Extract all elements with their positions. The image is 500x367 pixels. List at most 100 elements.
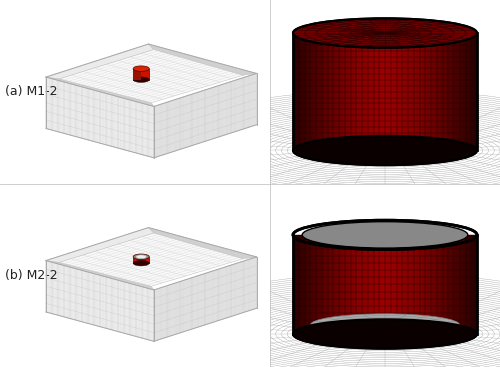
Bar: [422, 33, 425, 150]
Polygon shape: [60, 50, 243, 103]
Bar: [342, 33, 345, 150]
Bar: [296, 33, 299, 150]
Bar: [468, 33, 471, 150]
Bar: [452, 33, 456, 150]
Bar: [410, 235, 412, 334]
Bar: [471, 235, 474, 334]
Bar: [379, 33, 382, 150]
Ellipse shape: [293, 319, 477, 349]
Bar: [431, 235, 434, 334]
Bar: [308, 33, 312, 150]
Bar: [446, 235, 450, 334]
Bar: [299, 33, 302, 150]
Bar: [326, 235, 330, 334]
Bar: [444, 33, 446, 150]
Bar: [352, 235, 354, 334]
Bar: [360, 33, 364, 150]
Bar: [352, 33, 354, 150]
Polygon shape: [46, 261, 154, 290]
Ellipse shape: [133, 261, 150, 266]
Bar: [348, 235, 352, 334]
Bar: [364, 33, 366, 150]
Bar: [345, 235, 348, 334]
Bar: [382, 33, 385, 150]
Polygon shape: [46, 44, 154, 79]
Bar: [406, 33, 410, 150]
Polygon shape: [46, 261, 154, 341]
Bar: [404, 33, 406, 150]
Bar: [330, 33, 333, 150]
Polygon shape: [46, 77, 154, 158]
Bar: [366, 235, 370, 334]
Bar: [458, 235, 462, 334]
Bar: [293, 33, 296, 150]
Bar: [440, 235, 444, 334]
Bar: [330, 235, 333, 334]
Bar: [372, 33, 376, 150]
Bar: [422, 235, 425, 334]
Bar: [339, 33, 342, 150]
Bar: [458, 33, 462, 150]
Bar: [306, 33, 308, 150]
Ellipse shape: [310, 314, 460, 336]
Bar: [425, 235, 428, 334]
Bar: [320, 235, 324, 334]
Bar: [385, 235, 388, 334]
Bar: [425, 33, 428, 150]
Bar: [326, 33, 330, 150]
Bar: [462, 33, 464, 150]
Bar: [398, 33, 400, 150]
Text: (b) M2-2: (b) M2-2: [6, 269, 58, 282]
Bar: [333, 235, 336, 334]
Bar: [440, 33, 444, 150]
Bar: [428, 235, 431, 334]
Polygon shape: [133, 69, 150, 80]
Bar: [308, 235, 312, 334]
Text: (a) M1-2: (a) M1-2: [6, 85, 58, 98]
Bar: [398, 235, 400, 334]
Bar: [446, 33, 450, 150]
Bar: [468, 235, 471, 334]
Bar: [312, 235, 314, 334]
Bar: [456, 33, 458, 150]
Polygon shape: [46, 228, 154, 262]
Bar: [299, 235, 302, 334]
Polygon shape: [154, 257, 256, 341]
Bar: [428, 33, 431, 150]
Polygon shape: [148, 228, 256, 259]
Polygon shape: [154, 73, 256, 158]
Bar: [416, 235, 418, 334]
Bar: [314, 33, 318, 150]
Bar: [394, 33, 398, 150]
Bar: [391, 235, 394, 334]
Bar: [464, 33, 468, 150]
Bar: [324, 33, 326, 150]
Bar: [452, 235, 456, 334]
Bar: [412, 235, 416, 334]
Bar: [450, 33, 452, 150]
Bar: [400, 235, 404, 334]
Bar: [391, 33, 394, 150]
Bar: [342, 235, 345, 334]
Bar: [306, 235, 308, 334]
Bar: [372, 235, 376, 334]
Bar: [370, 33, 372, 150]
Bar: [320, 33, 324, 150]
Polygon shape: [60, 233, 243, 286]
Bar: [370, 235, 372, 334]
Bar: [360, 235, 364, 334]
Bar: [400, 33, 404, 150]
Bar: [431, 33, 434, 150]
Polygon shape: [46, 77, 154, 106]
Bar: [312, 33, 314, 150]
Bar: [379, 235, 382, 334]
Bar: [296, 235, 299, 334]
Bar: [406, 235, 410, 334]
Bar: [434, 33, 437, 150]
Bar: [394, 235, 398, 334]
Polygon shape: [148, 44, 256, 75]
Bar: [404, 235, 406, 334]
Bar: [358, 33, 360, 150]
Bar: [358, 235, 360, 334]
Bar: [376, 33, 379, 150]
